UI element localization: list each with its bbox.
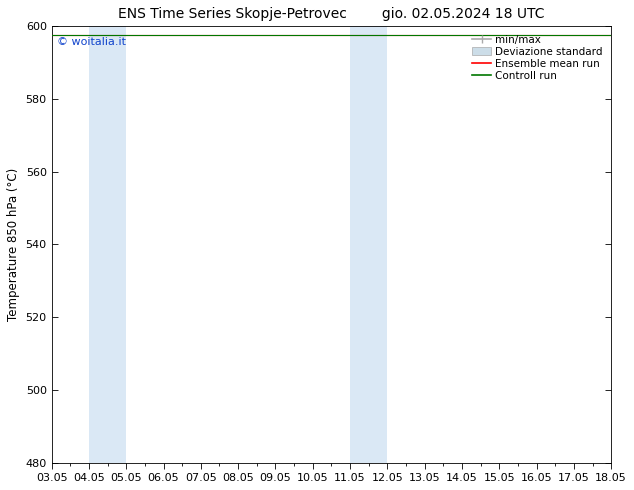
Title: ENS Time Series Skopje-Petrovec        gio. 02.05.2024 18 UTC: ENS Time Series Skopje-Petrovec gio. 02.… xyxy=(118,7,545,21)
Legend: min/max, Deviazione standard, Ensemble mean run, Controll run: min/max, Deviazione standard, Ensemble m… xyxy=(469,31,606,84)
Text: © woitalia.it: © woitalia.it xyxy=(57,37,126,47)
Y-axis label: Temperature 850 hPa (°C): Temperature 850 hPa (°C) xyxy=(7,168,20,321)
Bar xyxy=(89,26,126,463)
Bar xyxy=(350,26,387,463)
Bar xyxy=(611,26,633,463)
